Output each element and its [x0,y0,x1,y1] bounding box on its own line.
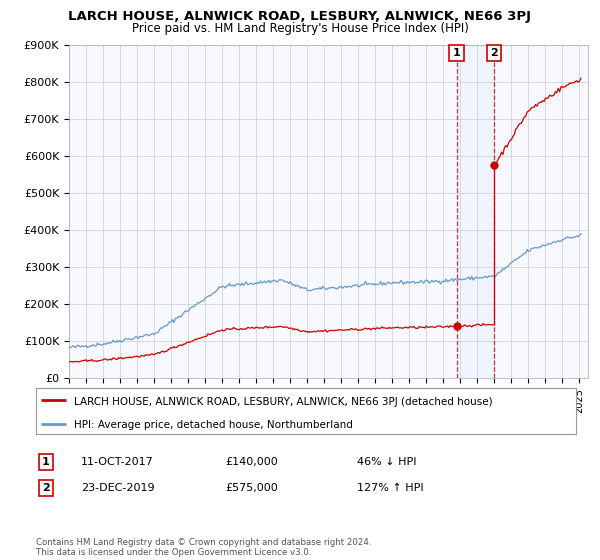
Text: 1: 1 [453,48,461,58]
Text: 2: 2 [42,483,50,493]
Text: 23-DEC-2019: 23-DEC-2019 [81,483,155,493]
Text: Price paid vs. HM Land Registry's House Price Index (HPI): Price paid vs. HM Land Registry's House … [131,22,469,35]
Bar [457,45,494,378]
Text: 11-OCT-2017: 11-OCT-2017 [81,457,154,467]
Text: £140,000: £140,000 [225,457,278,467]
Text: Contains HM Land Registry data © Crown copyright and database right 2024.
This d: Contains HM Land Registry data © Crown c… [36,538,371,557]
Text: 1: 1 [42,457,50,467]
Text: £575,000: £575,000 [225,483,278,493]
Text: HPI: Average price, detached house, Northumberland: HPI: Average price, detached house, Nort… [74,420,353,430]
Text: LARCH HOUSE, ALNWICK ROAD, LESBURY, ALNWICK, NE66 3PJ (detached house): LARCH HOUSE, ALNWICK ROAD, LESBURY, ALNW… [74,397,493,407]
Text: 127% ↑ HPI: 127% ↑ HPI [357,483,424,493]
Text: 46% ↓ HPI: 46% ↓ HPI [357,457,416,467]
Text: 2: 2 [490,48,498,58]
Text: LARCH HOUSE, ALNWICK ROAD, LESBURY, ALNWICK, NE66 3PJ: LARCH HOUSE, ALNWICK ROAD, LESBURY, ALNW… [68,10,532,23]
